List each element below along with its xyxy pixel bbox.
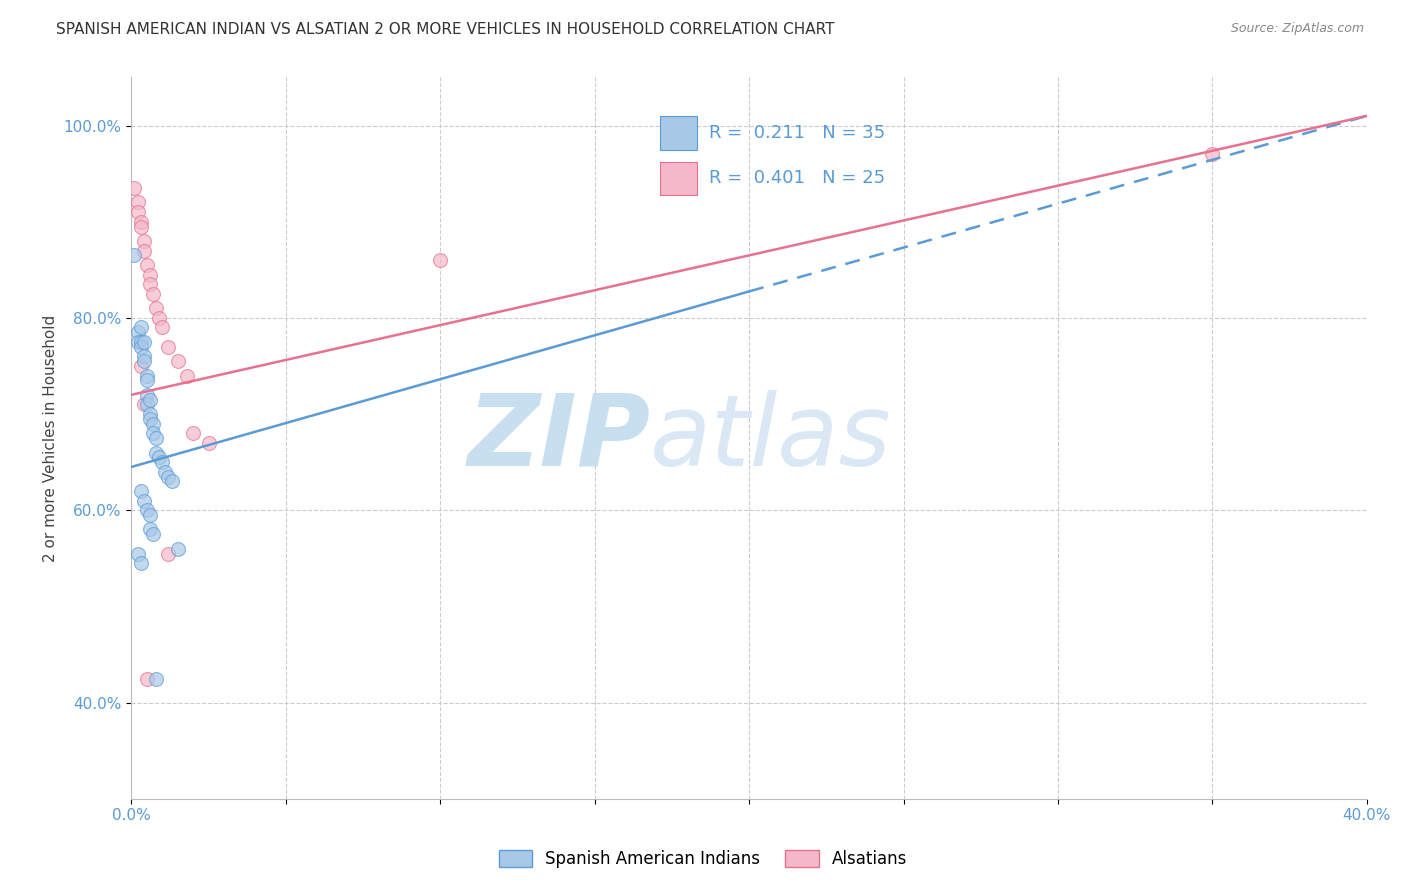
Point [145,672,167,686]
Point [155,465,177,479]
Text: atlas: atlas [650,390,891,487]
Point [148,450,170,465]
Point [160,475,183,489]
Text: SPANISH AMERICAN INDIAN VS ALSATIAN 2 OR MORE VEHICLES IN HOUSEHOLD CORRELATION : SPANISH AMERICAN INDIAN VS ALSATIAN 2 OR… [56,22,835,37]
Point [166,541,188,556]
Point [124,248,146,262]
Point [127,334,149,349]
Point [129,219,152,234]
Point [176,368,198,383]
Point [142,527,165,541]
Point [145,445,167,459]
Point [129,483,152,498]
Legend: Spanish American Indians, Alsatians: Spanish American Indians, Alsatians [492,843,914,875]
Point [142,286,165,301]
Point [135,258,157,272]
Point [132,244,155,258]
Point [148,310,170,325]
Point [127,195,149,210]
Point [135,373,157,387]
Point [139,412,162,426]
Point [139,268,162,282]
Point [181,426,204,441]
Point [129,334,152,349]
Point [129,556,152,570]
Point [1201,147,1223,161]
Point [132,334,155,349]
Point [139,392,162,407]
Point [139,523,162,537]
Point [142,417,165,431]
Point [132,349,155,363]
Point [132,397,155,411]
Point [135,397,157,411]
Point [135,503,157,517]
Point [429,253,451,268]
Point [127,205,149,219]
Point [142,426,165,441]
Text: ZIP: ZIP [467,390,650,487]
Point [150,455,173,469]
Point [135,368,157,383]
Point [145,431,167,445]
Point [132,234,155,248]
Point [127,326,149,340]
Point [157,340,180,354]
Point [139,277,162,292]
Point [166,354,188,368]
Point [124,181,146,195]
Point [135,672,157,686]
Point [157,469,180,483]
Point [129,215,152,229]
Point [139,508,162,522]
Y-axis label: 2 or more Vehicles in Household: 2 or more Vehicles in Household [44,315,58,562]
Point [145,301,167,316]
Point [129,359,152,373]
Point [157,547,180,561]
Point [135,388,157,402]
Point [132,354,155,368]
Point [197,436,219,450]
Text: Source: ZipAtlas.com: Source: ZipAtlas.com [1230,22,1364,36]
Point [129,340,152,354]
Point [139,407,162,421]
Point [127,547,149,561]
Point [132,493,155,508]
Point [129,320,152,334]
Point [150,320,173,334]
